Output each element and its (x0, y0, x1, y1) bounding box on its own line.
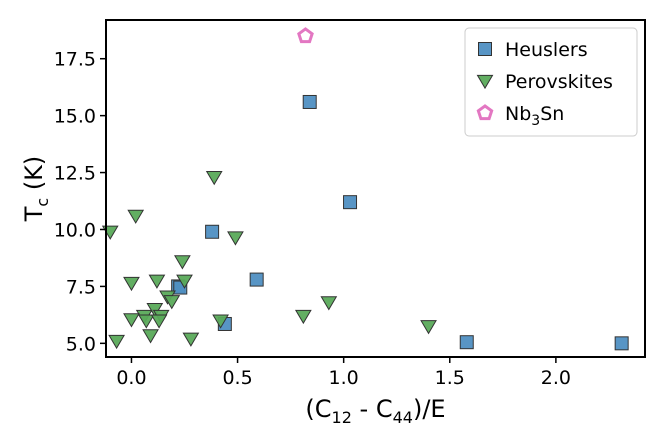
perovskites-point (150, 314, 168, 329)
x-axis-label-main: (C (305, 395, 331, 423)
x-axis-label-end: )/E (413, 395, 446, 423)
legend-entry-perovskites: Perovskites (505, 71, 613, 93)
legend-nb3sn-pre: Nb (505, 103, 531, 125)
legend-box (464, 27, 638, 137)
y-tick-label: 7.5 (66, 276, 96, 298)
y-tick-label: 17.5 (54, 49, 96, 71)
perovskites-point (127, 209, 145, 224)
perovskites-point (320, 296, 338, 311)
perovskites-point (176, 274, 193, 289)
plot-frame (105, 19, 646, 358)
perovskites-point (123, 276, 140, 292)
perovskites-point (148, 274, 166, 289)
x-tick-label: 0.5 (222, 367, 252, 389)
x-axis-label: (C12 - C44)/E (305, 395, 445, 427)
perovskites-point (212, 314, 229, 329)
heuslers-point (614, 336, 629, 351)
perovskites-point (174, 255, 191, 270)
y-tick-label: 12.5 (54, 163, 96, 185)
heuslers-point (459, 335, 474, 350)
x-tick-label: 2.0 (541, 367, 571, 389)
perovskites-point (205, 170, 223, 186)
perovskites-point (137, 314, 155, 329)
heuslers-point (205, 224, 220, 239)
perovskites-point (108, 334, 125, 350)
y-tick-label: 10.0 (54, 219, 96, 241)
x-axis-label-sub1: 12 (332, 408, 352, 427)
y-axis-ticks: 5.0 7.5 10.0 12.5 15.0 17.5 (54, 49, 106, 355)
x-tick-label: 1.0 (329, 367, 359, 389)
perovskites-point (101, 225, 119, 240)
nb3sn-point (297, 27, 314, 44)
perovskites-point (420, 320, 437, 335)
legend-marker-heuslers (478, 42, 492, 56)
legend-nb3sn-post: Sn (540, 103, 564, 125)
legend-entry-heuslers: Heuslers (505, 39, 588, 61)
perovskites-point (182, 332, 200, 347)
x-axis-label-mid: - C (352, 395, 393, 423)
y-tick-label: 15.0 (54, 106, 96, 128)
y-axis-label-main: T (20, 206, 48, 222)
y-tick-label: 5.0 (66, 333, 96, 355)
legend-marker-perovskites (476, 74, 494, 90)
x-axis-ticks: 0.0 0.5 1.0 1.5 2.0 (116, 357, 571, 389)
y-axis-label: Tc (K) (20, 156, 52, 223)
legend: Heuslers Perovskites Nb3Sn (464, 27, 638, 137)
perovskites-point (142, 329, 159, 344)
x-axis-label-sub2: 44 (393, 408, 413, 427)
y-axis-label-end: (K) (20, 156, 48, 198)
legend-markers (476, 42, 494, 121)
x-tick-label: 0.0 (116, 367, 146, 389)
perovskites-point (294, 309, 312, 325)
perovskites-point (163, 295, 181, 310)
data-marks (101, 27, 629, 351)
perovskites-point (227, 231, 244, 246)
y-axis-label-sub: c (33, 198, 52, 207)
heuslers-point (249, 272, 264, 287)
heuslers-point (302, 94, 317, 109)
legend-nb3sn-sub: 3 (531, 113, 540, 129)
perovskites-point (123, 313, 140, 328)
legend-entry-nb3sn: Nb3Sn (505, 103, 564, 129)
legend-marker-nb3sn (476, 104, 494, 121)
x-tick-label: 1.5 (435, 367, 465, 389)
heuslers-point (343, 195, 358, 210)
